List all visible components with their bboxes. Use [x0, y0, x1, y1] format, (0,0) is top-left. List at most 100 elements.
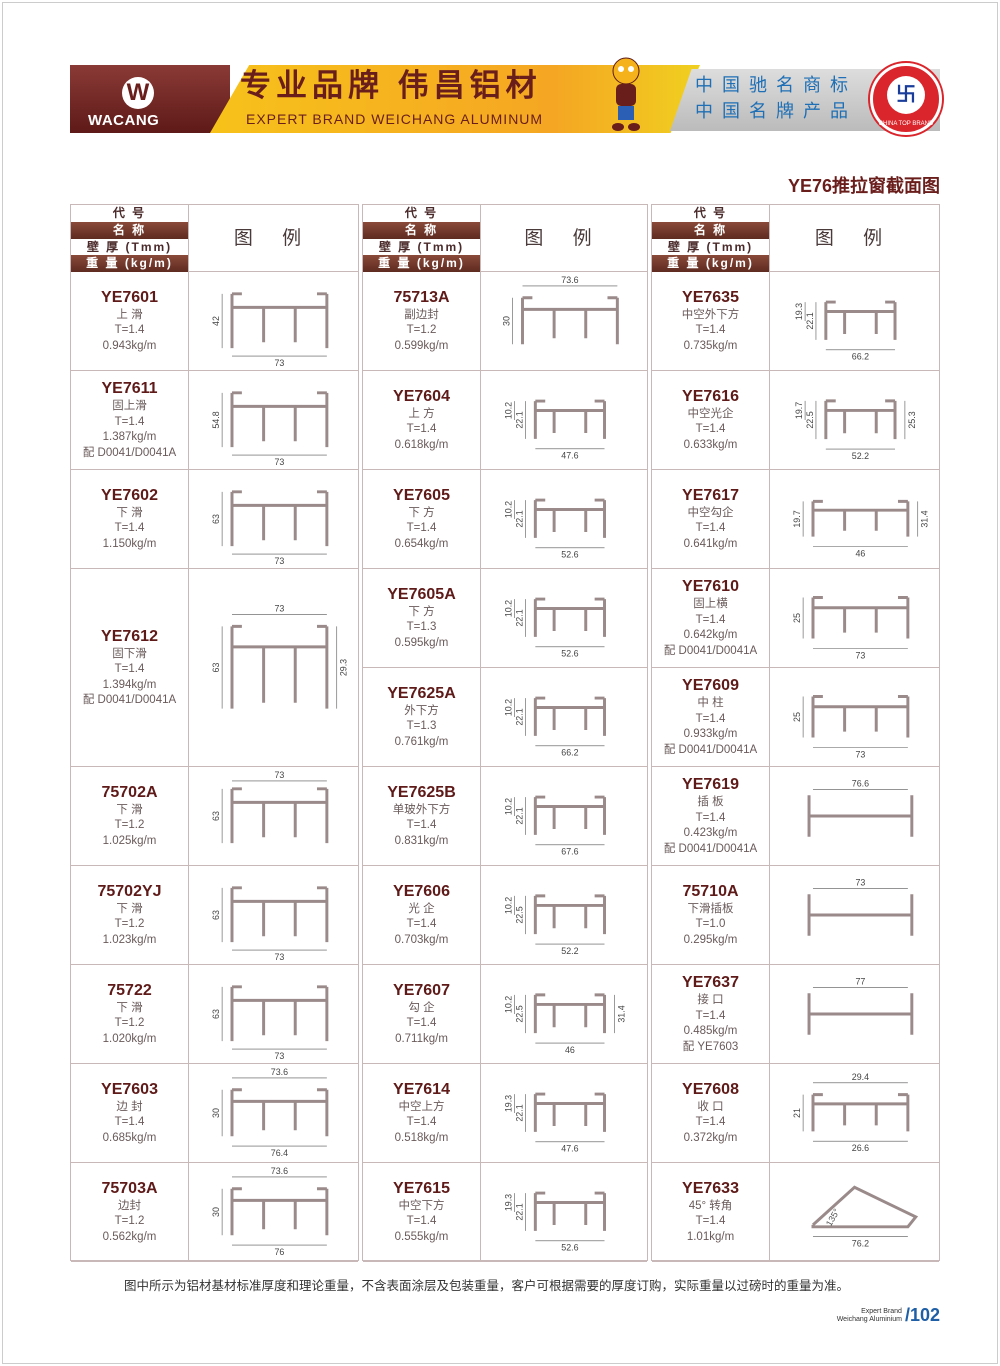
profile-match-note: 配 YE7603	[682, 1040, 739, 1053]
profile-info: 75710A 下滑插板 T=1.0 0.295kg/m	[652, 866, 770, 964]
profile-weight: 1.387kg/m	[102, 431, 157, 443]
honor-line-1: 中国驰名商标	[695, 75, 857, 95]
profile-section-figure: 73 63	[189, 965, 358, 1063]
profile-section-figure: 52.2 22.5 19.7 25.3	[770, 371, 939, 469]
profile-thickness: T=1.2	[114, 819, 145, 832]
dimension-label: 30	[502, 316, 512, 326]
profile-info: YE7606 光 企 T=1.4 0.703kg/m	[363, 866, 481, 964]
header-code: 代 号	[112, 206, 147, 220]
header-code: 代 号	[404, 206, 439, 220]
profile-section-figure: 66.2 22.1 10.2	[481, 668, 647, 766]
dimension-label: 52.6	[561, 1243, 578, 1253]
dimension-label: 22.1	[515, 708, 525, 725]
table-row: YE7612 固下滑 T=1.4 1.394kg/m 配 D0041/D0041…	[71, 569, 358, 767]
page-number: /102	[904, 1305, 940, 1325]
seal-text: CHINA TOP BRAND	[878, 121, 934, 127]
brand-name: WACANG	[88, 112, 160, 129]
profile-code: YE7606	[393, 882, 450, 900]
dimension-label: 22.1	[515, 1203, 525, 1220]
profile-name: 固下滑	[112, 647, 147, 660]
header-name: 名 称	[363, 221, 480, 239]
header-thickness: 壁 厚 (Tmm)	[667, 239, 754, 254]
table-row: 75710A 下滑插板 T=1.0 0.295kg/m 73	[652, 866, 939, 965]
profile-outline	[533, 795, 606, 835]
dimension-label: 30	[211, 1108, 221, 1118]
profile-code: YE7603	[101, 1080, 158, 1098]
dimension-label: 76	[274, 1247, 284, 1257]
table-row: YE7606 光 企 T=1.4 0.703kg/m 52.2 22.5 10.2	[363, 866, 647, 965]
dimension-label: 26.6	[852, 1143, 869, 1153]
header-weight: 重 量 (kg/m)	[363, 255, 480, 272]
profile-match-note: 配 D0041/D0041A	[82, 694, 177, 706]
profile-section-figure: 76.6	[770, 767, 939, 865]
profile-code: 75713A	[393, 288, 450, 306]
profile-outline	[811, 499, 910, 537]
dimension-label: 10.2	[504, 996, 514, 1013]
table-row: YE7607 勾 企 T=1.4 0.711kg/m 46 22.5 10.2 31.…	[363, 965, 647, 1064]
dimension-label: 63	[211, 514, 221, 524]
table-row: YE7625A 外下方 T=1.3 0.761kg/m 66.2 22.1 10.2	[363, 668, 647, 767]
profile-code: YE7605	[393, 486, 450, 504]
profile-thickness: T=1.4	[695, 522, 726, 535]
profile-outline	[230, 886, 329, 943]
dimension-label: 73	[855, 749, 865, 759]
dimension-label: 10.2	[504, 897, 514, 914]
profile-weight: 0.485kg/m	[683, 1025, 738, 1037]
profile-name: 中空外下方	[681, 308, 740, 321]
header-code: 代 号	[693, 206, 728, 220]
header-labels: 代 号名 称壁 厚 (Tmm) 重 量 (kg/m)	[71, 205, 189, 272]
angle-label: 135°	[824, 1207, 842, 1228]
profile-weight: 0.372kg/m	[683, 1131, 738, 1144]
header-thickness: 壁 厚 (Tmm)	[86, 239, 173, 254]
table-row: YE7615 中空下方 T=1.4 0.555kg/m 52.6 22.1 19.3	[363, 1163, 647, 1262]
dimension-label: 73.6	[561, 275, 578, 285]
profile-thickness: T=1.3	[406, 720, 437, 733]
profile-weight: 0.599kg/m	[394, 339, 449, 352]
dimension-label: 25	[792, 712, 802, 722]
wacang-logo-icon: W	[122, 77, 154, 109]
section-drawing: 73 54.8	[211, 391, 329, 467]
profile-info: YE7608 收 口 T=1.4 0.372kg/m	[652, 1064, 770, 1162]
profile-outline	[807, 993, 914, 1035]
profile-thickness: T=1.4	[114, 1116, 145, 1129]
profile-weight: 0.562kg/m	[102, 1230, 157, 1243]
dimension-label: 10.2	[504, 600, 514, 617]
dimension-label: 73	[274, 604, 284, 614]
section-drawing: 67.6 22.110.2	[504, 795, 606, 857]
dimension-label: 46	[565, 1045, 575, 1055]
profile-outline	[811, 596, 910, 639]
profile-outline	[824, 399, 897, 440]
profile-name: 上 滑	[116, 308, 143, 321]
profile-weight: 0.933kg/m	[683, 728, 738, 740]
profile-outline	[533, 498, 606, 538]
dimension-label: 73.6	[271, 1166, 288, 1176]
dimension-label: 52.6	[561, 550, 578, 560]
profile-info: YE7604 上 方 T=1.4 0.618kg/m	[363, 371, 481, 469]
dimension-label: 29.4	[852, 1072, 869, 1082]
dimension-label: 22.5	[515, 906, 525, 923]
tiger-mascot-icon	[612, 57, 640, 131]
dimension-label: 66.2	[561, 748, 578, 758]
profile-name: 单玻外下方	[392, 803, 451, 816]
profile-info: 75722 下 滑 T=1.2 1.020kg/m	[71, 965, 189, 1063]
profile-name: 中空光企	[687, 407, 734, 420]
section-drawing: 73.6 76.4 30	[211, 1067, 329, 1158]
dimension-label: 76.2	[852, 1239, 869, 1249]
table-header: 代 号名 称壁 厚 (Tmm) 重 量 (kg/m) 图 例	[363, 205, 647, 272]
profile-thickness: T=1.4	[406, 423, 437, 436]
profile-weight: 0.423kg/m	[683, 827, 738, 839]
table-row: 75702A 下 滑 T=1.2 1.025kg/m 73 63	[71, 767, 358, 866]
dimension-label: 22.1	[515, 609, 525, 626]
table-row: YE7625B 单玻外下方 T=1.4 0.831kg/m 67.6 22.1 10…	[363, 767, 647, 866]
brand-block: W WACANG	[70, 65, 230, 133]
section-drawing: 29.4 26.6 21	[792, 1072, 910, 1153]
profile-info: 75702A 下 滑 T=1.2 1.025kg/m	[71, 767, 189, 865]
dimension-label: 52.2	[561, 946, 578, 956]
header-figure: 图 例	[524, 228, 604, 249]
profile-outline	[533, 993, 606, 1034]
profile-code: YE7608	[682, 1080, 739, 1098]
profile-outline	[807, 894, 914, 936]
profile-section-figure: 52.6 22.1 10.2	[481, 470, 647, 568]
table-row: YE7608 收 口 T=1.4 0.372kg/m 29.4 26.6 21	[652, 1064, 939, 1163]
